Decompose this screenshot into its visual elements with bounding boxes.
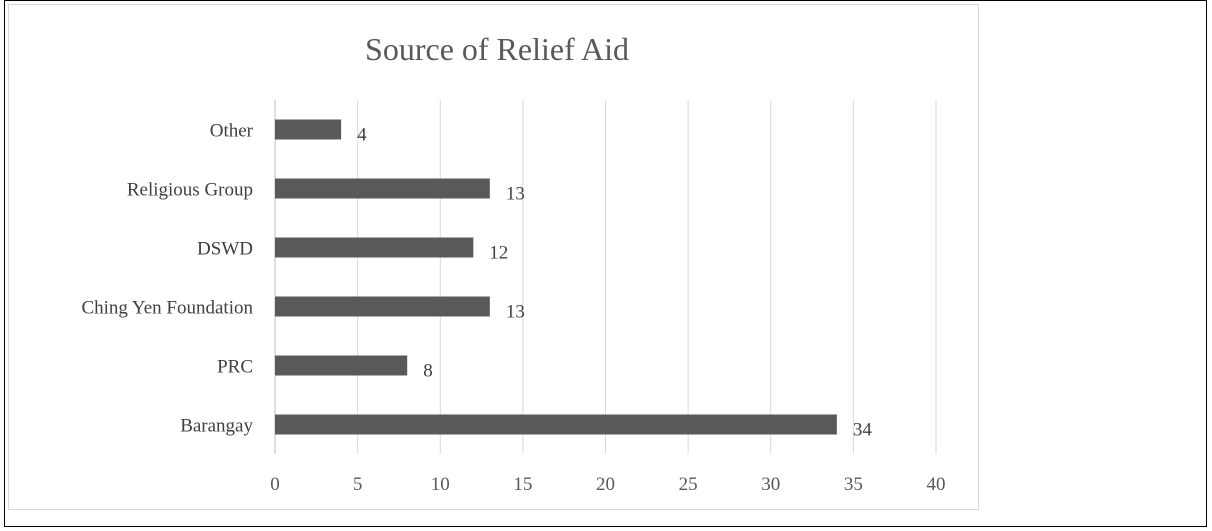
x-tick-label: 5 bbox=[353, 474, 363, 495]
x-tick-label: 30 bbox=[761, 474, 780, 495]
category-label: Ching Yen Foundation bbox=[81, 298, 253, 319]
data-labels: 34 8 13 12 13 4 bbox=[357, 125, 872, 441]
x-tick-label: 25 bbox=[679, 474, 698, 495]
x-tick-labels: 0 5 10 15 20 25 30 35 40 bbox=[270, 474, 945, 495]
bar bbox=[275, 119, 342, 140]
bar bbox=[275, 296, 490, 317]
bar bbox=[275, 355, 408, 376]
data-label: 34 bbox=[853, 420, 873, 441]
category-label: Religious Group bbox=[127, 180, 253, 201]
x-tick-label: 15 bbox=[513, 474, 532, 495]
category-label: PRC bbox=[217, 357, 253, 378]
data-label: 12 bbox=[489, 243, 508, 264]
data-label: 4 bbox=[357, 125, 367, 146]
category-label: Other bbox=[210, 121, 254, 142]
x-tick-label: 0 bbox=[270, 474, 280, 495]
category-label: DSWD bbox=[197, 239, 253, 260]
x-tick-label: 35 bbox=[844, 474, 863, 495]
x-tick-label: 10 bbox=[431, 474, 450, 495]
gridlines bbox=[274, 100, 937, 454]
bar bbox=[275, 414, 837, 435]
bars bbox=[275, 119, 837, 435]
chart-title: Source of Relief Aid bbox=[365, 31, 629, 67]
data-label: 13 bbox=[506, 302, 525, 323]
x-tick-label: 40 bbox=[927, 474, 946, 495]
bar bbox=[275, 237, 474, 258]
data-label: 13 bbox=[506, 184, 525, 205]
category-label: Barangay bbox=[180, 416, 253, 437]
data-label: 8 bbox=[423, 361, 433, 382]
category-labels: Barangay PRC Ching Yen Foundation DSWD Relig… bbox=[81, 121, 253, 437]
bar bbox=[275, 178, 490, 199]
x-tick-label: 20 bbox=[596, 474, 615, 495]
